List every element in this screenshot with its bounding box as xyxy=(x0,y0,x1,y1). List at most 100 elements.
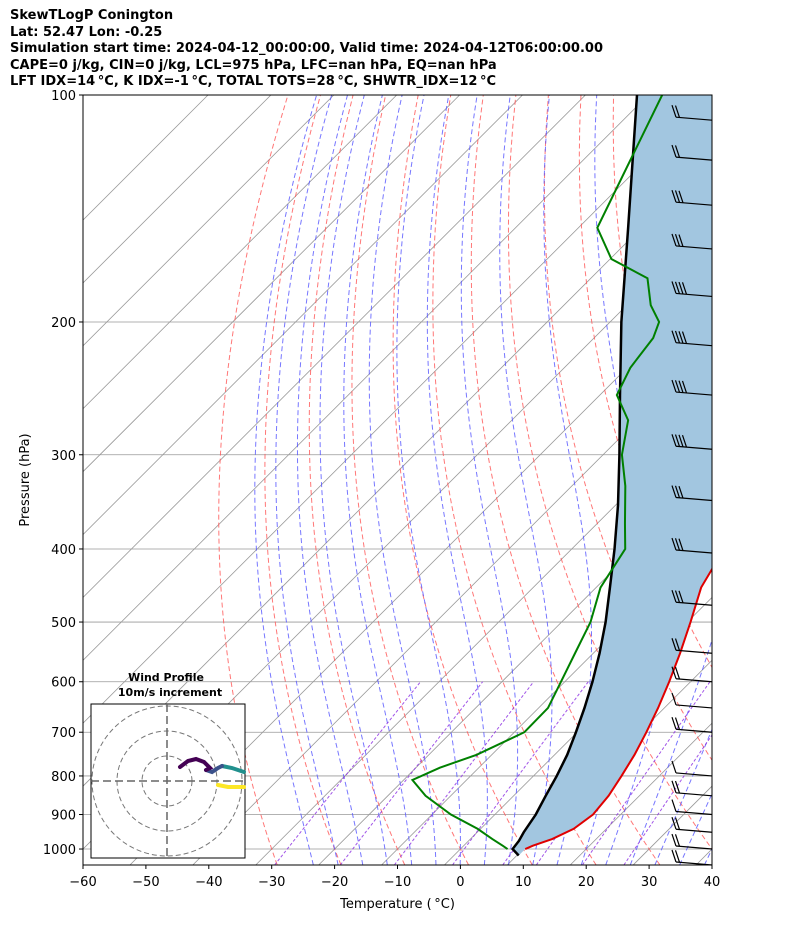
y-tick-label: 300 xyxy=(51,449,76,464)
moist-adiabat xyxy=(703,847,712,865)
mixing-ratio-line xyxy=(582,681,711,865)
wind-barb-shaft xyxy=(675,496,713,502)
y-tick-label: 400 xyxy=(51,543,76,558)
moist-adiabat xyxy=(275,95,339,865)
x-tick-label: 40 xyxy=(704,875,721,890)
parcel-profile-line xyxy=(510,95,639,857)
moist-adiabat xyxy=(396,95,461,865)
wind-barb xyxy=(671,379,713,396)
wind-barb-feather xyxy=(674,717,681,730)
wind-barb-shaft xyxy=(675,292,713,298)
wind-barb-shaft xyxy=(675,445,713,450)
x-axis-label: Temperature ( °C) xyxy=(339,897,455,912)
x-tick-label: 10 xyxy=(515,875,532,890)
wind-barb-shaft xyxy=(675,391,713,396)
wind-barb-shaft xyxy=(675,810,713,816)
wind-barb xyxy=(671,817,713,833)
moist-adiabat xyxy=(426,95,488,865)
dry-adiabat xyxy=(710,95,712,113)
wind-barb-shaft xyxy=(675,549,713,554)
wind-barb-feather xyxy=(671,692,677,706)
wind-barb-feather xyxy=(674,780,681,794)
wind-barb-feather xyxy=(681,434,688,448)
x-tick-label: −60 xyxy=(69,875,96,890)
dry-adiabat xyxy=(507,95,712,850)
moist-adiabat xyxy=(605,95,693,865)
mixing-ratio-line xyxy=(339,681,484,865)
wind-barb-shaft xyxy=(675,201,713,206)
wind-barb xyxy=(671,780,713,797)
y-tick-label: 800 xyxy=(51,770,76,785)
dry-adiabat xyxy=(470,95,661,865)
wind-barb-feather xyxy=(671,717,677,730)
wind-barb xyxy=(671,105,713,121)
dry-adiabat xyxy=(432,95,597,865)
isotherm-line xyxy=(83,95,460,473)
wind-barb-feather xyxy=(671,105,677,118)
wind-barb xyxy=(671,281,713,298)
wind-barb-feather xyxy=(681,331,688,344)
y-tick-label: 600 xyxy=(51,676,76,691)
wind-barb xyxy=(671,189,713,206)
wind-barb-feather xyxy=(674,638,681,651)
dry-adiabat xyxy=(744,95,794,865)
hodograph-trace xyxy=(220,764,246,774)
temperature-line xyxy=(524,567,712,850)
x-tick-label: −30 xyxy=(258,875,285,890)
isotherm-line xyxy=(759,95,794,865)
moist-adiabat xyxy=(296,95,364,865)
wind-barb-feather xyxy=(671,485,677,498)
chart-title-block: SkewTLogP Conington Lat: 52.47 Lon: -0.2… xyxy=(10,8,603,91)
wind-barb-shaft xyxy=(675,649,713,654)
wind-barb-feather xyxy=(671,799,677,812)
stability-line: CAPE=0 j/kg, CIN=0 j/kg, LCL=975 hPa, LF… xyxy=(10,57,497,73)
wind-barb-feather xyxy=(674,380,681,393)
mixing-ratio-line xyxy=(452,681,589,865)
mixing-ratio-line xyxy=(393,681,535,865)
wind-barb-feather xyxy=(671,330,677,343)
wind-barb-feather xyxy=(674,190,681,203)
isotherm-line xyxy=(83,95,398,410)
moist-adiabat xyxy=(679,792,712,865)
wind-barb-feather xyxy=(678,380,684,393)
wind-barb-feather xyxy=(671,638,677,651)
wind-barb-feather xyxy=(678,234,684,247)
wind-barb xyxy=(671,485,713,502)
wind-barb-feather xyxy=(674,105,681,118)
wind-barb xyxy=(671,590,713,606)
isotherm-line xyxy=(83,95,586,598)
y-tick-label: 100 xyxy=(51,89,76,104)
wind-barb-feather xyxy=(681,282,688,295)
wind-barb-feather xyxy=(678,485,684,499)
wind-barb xyxy=(671,717,713,733)
chart-title: SkewTLogP Conington xyxy=(10,8,174,23)
cin-shading xyxy=(512,95,712,856)
isotherm-line xyxy=(569,722,712,865)
y-tick-label: 1000 xyxy=(43,843,76,858)
isotherm-line xyxy=(83,95,712,724)
wind-barb-feather xyxy=(671,281,677,294)
moist-adiabat xyxy=(254,95,318,865)
wind-barb-shaft xyxy=(675,728,713,733)
wind-barb-shaft xyxy=(675,828,713,833)
wind-barb-feather xyxy=(674,850,681,863)
wind-barb-feather xyxy=(671,760,677,774)
isotherm-line xyxy=(83,95,649,661)
wind-barb-feather xyxy=(674,485,681,499)
dry-adiabat xyxy=(264,95,342,865)
wind-barb-feather xyxy=(678,331,684,344)
x-tick-label: 20 xyxy=(578,875,595,890)
x-tick-label: −20 xyxy=(321,875,348,890)
mixing-ratio-line xyxy=(274,681,421,865)
wind-barb-feather xyxy=(671,434,677,447)
x-tick-label: −10 xyxy=(384,875,411,890)
wind-barb-feather xyxy=(671,817,677,830)
isotherm-line xyxy=(83,95,523,536)
wind-barb xyxy=(671,434,713,450)
moist-adiabat xyxy=(543,95,593,865)
wind-barb-shaft xyxy=(675,601,713,606)
wind-barb xyxy=(671,537,713,554)
wind-barb xyxy=(671,144,713,161)
hodograph-trace xyxy=(204,764,224,775)
y-tick-label: 500 xyxy=(51,616,76,631)
